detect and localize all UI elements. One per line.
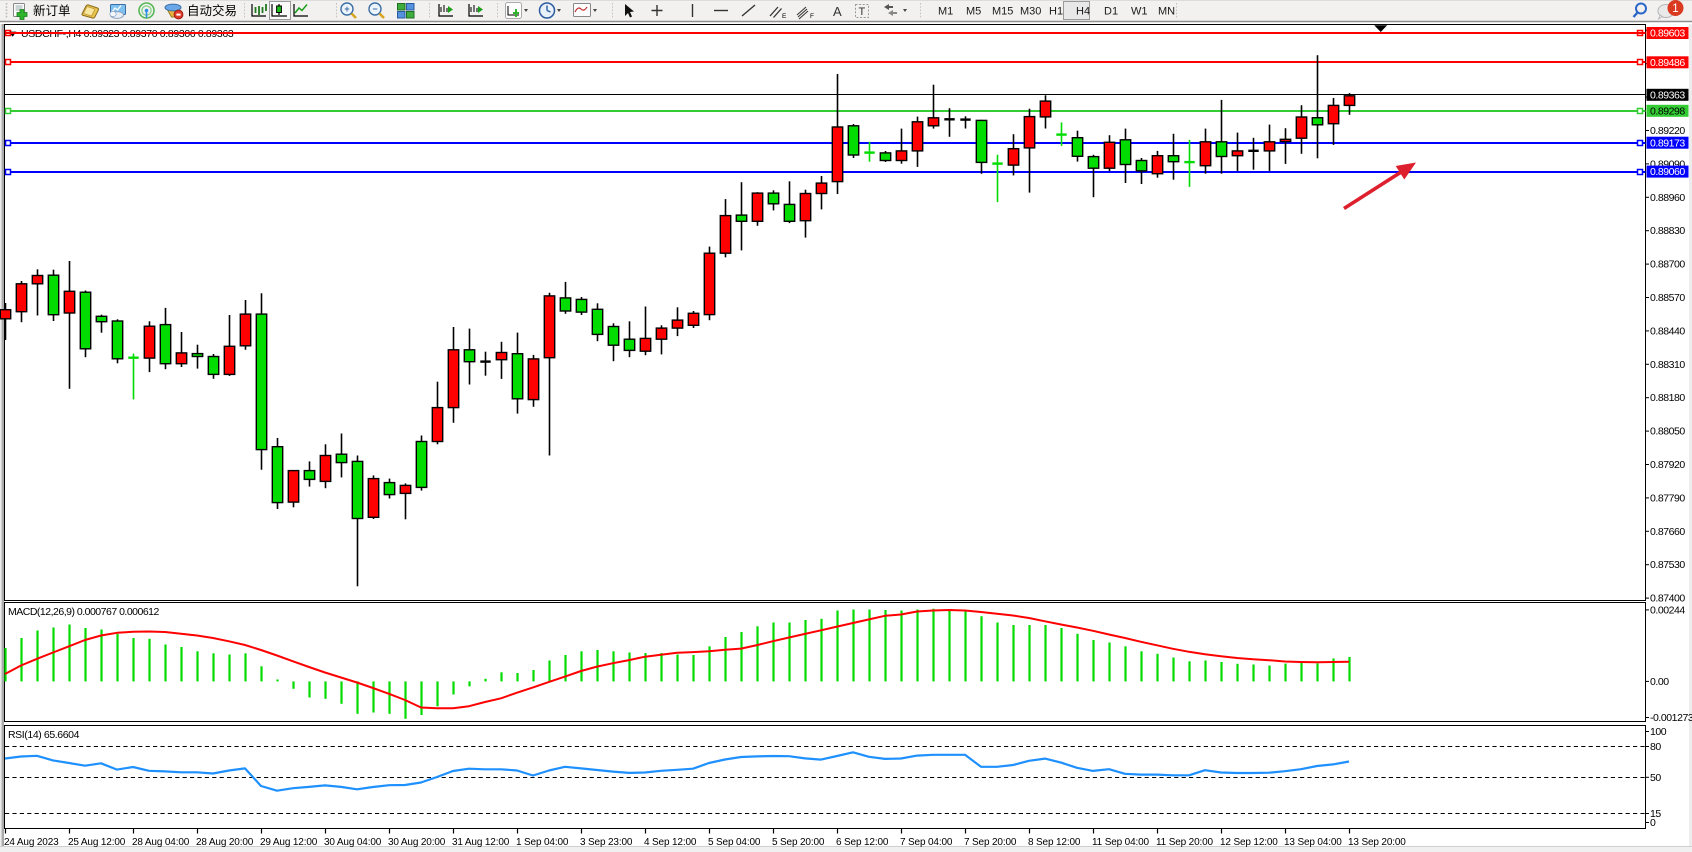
svg-text:M5: M5: [966, 6, 981, 18]
svg-text:USDCHF-,H4 0.89323 0.89370 0.: USDCHF-,H4 0.89323 0.89370 0.89306 0.893…: [21, 28, 234, 40]
svg-text:12 Sep 12:00: 12 Sep 12:00: [1220, 837, 1278, 848]
svg-text:+: +: [344, 4, 349, 14]
svg-text:5 Sep 20:00: 5 Sep 20:00: [772, 837, 825, 848]
svg-text:0.88830: 0.88830: [1650, 225, 1685, 237]
svg-text:30 Aug 20:00: 30 Aug 20:00: [388, 837, 446, 848]
svg-text:3 Sep 23:00: 3 Sep 23:00: [580, 837, 633, 848]
svg-text:0.89220: 0.89220: [1650, 125, 1685, 137]
svg-text:0.89363: 0.89363: [1650, 89, 1685, 101]
svg-text:新订单: 新订单: [33, 3, 71, 18]
svg-text:7 Sep 04:00: 7 Sep 04:00: [900, 837, 953, 848]
svg-text:0.88050: 0.88050: [1650, 426, 1685, 438]
svg-text:13 Sep 20:00: 13 Sep 20:00: [1348, 837, 1406, 848]
svg-text:自动交易: 自动交易: [187, 3, 237, 18]
svg-text:0.88180: 0.88180: [1650, 392, 1685, 404]
svg-text:D1: D1: [1104, 6, 1118, 18]
svg-text:0: 0: [1650, 817, 1656, 829]
svg-text:0.89173: 0.89173: [1650, 137, 1685, 149]
svg-text:0.89298: 0.89298: [1650, 105, 1685, 117]
svg-text:29 Aug 12:00: 29 Aug 12:00: [260, 837, 318, 848]
svg-text:0.88440: 0.88440: [1650, 325, 1685, 337]
svg-text:25 Aug 12:00: 25 Aug 12:00: [68, 837, 126, 848]
svg-text:MN: MN: [1158, 6, 1175, 18]
svg-text:0.88700: 0.88700: [1650, 259, 1685, 271]
svg-text:5 Sep 04:00: 5 Sep 04:00: [708, 837, 761, 848]
svg-text:−: −: [372, 4, 377, 14]
svg-text:0.89603: 0.89603: [1650, 28, 1685, 40]
svg-text:0.88310: 0.88310: [1650, 359, 1685, 371]
svg-text:M15: M15: [992, 6, 1013, 18]
svg-text:F: F: [810, 13, 814, 20]
svg-text:13 Sep 04:00: 13 Sep 04:00: [1284, 837, 1342, 848]
svg-text:H4: H4: [1076, 6, 1090, 18]
svg-text:80: 80: [1650, 741, 1661, 753]
svg-text:A: A: [833, 4, 842, 19]
svg-text:6 Sep 12:00: 6 Sep 12:00: [836, 837, 889, 848]
svg-text:15: 15: [1650, 808, 1661, 820]
svg-text:1 Sep 04:00: 1 Sep 04:00: [516, 837, 569, 848]
svg-text:0.88570: 0.88570: [1650, 292, 1685, 304]
svg-text:1: 1: [1672, 3, 1678, 15]
svg-text:50: 50: [1650, 772, 1661, 784]
svg-text:T: T: [859, 6, 866, 18]
svg-text:0.87790: 0.87790: [1650, 492, 1685, 504]
svg-text:24 Aug 2023: 24 Aug 2023: [4, 837, 59, 848]
svg-text:0.89486: 0.89486: [1650, 57, 1685, 69]
svg-text:0.00244: 0.00244: [1650, 604, 1685, 616]
svg-text:-0.001273: -0.001273: [1650, 712, 1692, 724]
svg-text:11 Sep 04:00: 11 Sep 04:00: [1092, 837, 1150, 848]
svg-text:0.88960: 0.88960: [1650, 192, 1685, 204]
svg-text:4 Sep 12:00: 4 Sep 12:00: [644, 837, 697, 848]
svg-text:H1: H1: [1049, 6, 1063, 18]
svg-text:11 Sep 20:00: 11 Sep 20:00: [1156, 837, 1214, 848]
svg-text:M30: M30: [1020, 6, 1041, 18]
svg-text:0.87530: 0.87530: [1650, 559, 1685, 571]
svg-text:30 Aug 04:00: 30 Aug 04:00: [324, 837, 382, 848]
svg-text:7 Sep 20:00: 7 Sep 20:00: [964, 837, 1017, 848]
svg-text:W1: W1: [1131, 6, 1148, 18]
svg-text:E: E: [782, 13, 787, 20]
svg-text:RSI(14) 65.6604: RSI(14) 65.6604: [8, 729, 80, 741]
svg-text:0.87920: 0.87920: [1650, 459, 1685, 471]
svg-text:0.00: 0.00: [1650, 676, 1669, 688]
svg-text:MACD(12,26,9) 0.000767 0.00061: MACD(12,26,9) 0.000767 0.000612: [8, 606, 160, 618]
svg-text:100: 100: [1650, 726, 1667, 738]
svg-text:0.87660: 0.87660: [1650, 526, 1685, 538]
svg-text:28 Aug 04:00: 28 Aug 04:00: [132, 837, 190, 848]
svg-text:31 Aug 12:00: 31 Aug 12:00: [452, 837, 510, 848]
svg-text:8 Sep 12:00: 8 Sep 12:00: [1028, 837, 1081, 848]
svg-text:M1: M1: [938, 6, 953, 18]
svg-text:28 Aug 20:00: 28 Aug 20:00: [196, 837, 254, 848]
svg-text:0.87400: 0.87400: [1650, 593, 1685, 605]
svg-text:0.89060: 0.89060: [1650, 166, 1685, 178]
